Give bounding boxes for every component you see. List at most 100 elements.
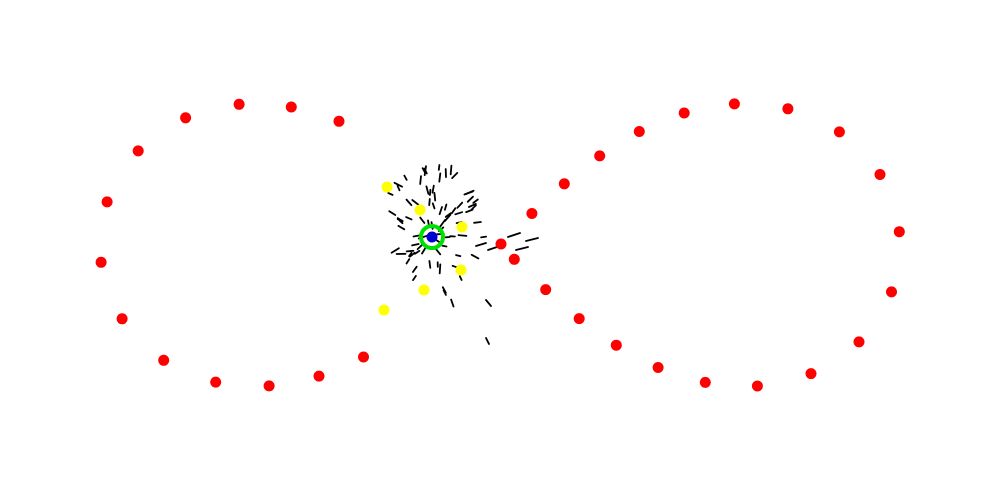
path-dot	[751, 380, 763, 392]
path-dot	[158, 354, 170, 366]
dash-mark	[457, 234, 468, 237]
dash-mark	[419, 216, 426, 224]
dash-mark	[449, 164, 453, 176]
dash-mark	[412, 274, 417, 282]
dash-mark	[515, 246, 529, 251]
dash-mark	[433, 191, 437, 202]
figure-eight-dots	[95, 98, 905, 392]
dash-mark	[441, 244, 448, 248]
dash-mark	[480, 235, 488, 239]
dash-mark	[439, 218, 447, 228]
path-dot	[508, 253, 520, 265]
path-dot	[132, 145, 144, 157]
dash-mark	[473, 221, 482, 224]
path-dot	[101, 196, 113, 208]
inner-dot	[418, 284, 430, 296]
path-dot	[558, 178, 570, 190]
path-dot	[333, 115, 345, 127]
dash-mark	[405, 198, 413, 207]
dash-mark	[485, 337, 490, 345]
path-dot	[495, 238, 507, 250]
dash-mark	[434, 247, 442, 256]
dash-mark	[411, 265, 418, 273]
dash-mark	[405, 216, 413, 221]
dash-mark	[411, 199, 420, 206]
path-dot	[210, 376, 222, 388]
path-dot	[573, 313, 585, 325]
green-ring	[419, 224, 445, 250]
dash-mark	[396, 217, 404, 223]
dash-mark	[405, 249, 415, 253]
dash-mark	[466, 195, 474, 203]
path-dot	[652, 362, 664, 373]
inner-dot	[455, 264, 467, 276]
path-dot	[728, 98, 740, 110]
dash-mark	[470, 253, 480, 260]
path-dot	[633, 126, 645, 137]
dash-mark	[438, 263, 442, 275]
dash-mark	[428, 188, 432, 196]
dash-mark	[419, 175, 422, 185]
central-cluster	[419, 224, 445, 250]
dash-mark	[423, 165, 427, 177]
dash-mark	[454, 211, 464, 216]
dash-mark	[441, 286, 447, 294]
path-dot	[699, 376, 711, 388]
inner-dot	[378, 304, 390, 316]
dash-mark	[398, 219, 404, 225]
path-dot	[594, 150, 606, 162]
dash-mark	[405, 258, 411, 265]
path-dot	[782, 103, 794, 115]
dash-mark	[431, 184, 435, 194]
path-dot	[853, 336, 865, 348]
dash-mark	[431, 202, 436, 210]
path-dot	[263, 380, 275, 392]
dash-mark	[455, 254, 462, 258]
dash-mark	[465, 208, 474, 214]
dash-mark	[438, 172, 442, 183]
inner-dot	[381, 181, 393, 193]
dash-mark	[472, 198, 479, 204]
path-dot	[526, 208, 538, 219]
dash-mark	[428, 198, 431, 207]
dash-mark	[425, 185, 430, 195]
dash-mark	[403, 174, 408, 181]
dash-mark	[463, 190, 474, 196]
dash-mark	[444, 212, 452, 218]
dash-mark	[397, 224, 406, 231]
dash-mark	[485, 299, 492, 307]
path-dot	[285, 101, 297, 113]
inner-yellow-dots	[378, 181, 468, 316]
path-dot	[180, 112, 192, 124]
dash-mark	[456, 201, 464, 209]
path-dot	[233, 98, 245, 110]
dash-mark	[467, 202, 477, 208]
dash-mark	[428, 260, 432, 269]
dash-mark	[388, 210, 397, 216]
dash-mark	[525, 237, 539, 242]
dash-mark	[396, 184, 401, 192]
path-dot	[678, 107, 690, 119]
path-dot	[95, 256, 107, 268]
path-dot	[886, 286, 897, 298]
dash-mark	[450, 298, 455, 308]
path-dot	[358, 351, 369, 363]
dash-mark	[393, 181, 404, 188]
path-dot	[833, 126, 845, 138]
path-dot	[540, 284, 552, 296]
inner-dot	[414, 204, 426, 216]
center-dot	[426, 231, 438, 243]
dash-mark	[408, 251, 413, 258]
path-dot	[313, 370, 325, 382]
dash-mark	[438, 206, 443, 216]
dash-mark	[450, 207, 457, 215]
dash-mark	[437, 164, 441, 171]
path-dot	[610, 339, 622, 351]
path-dot	[116, 313, 128, 325]
dash-mark	[443, 203, 448, 211]
dash-mark	[387, 192, 394, 196]
dash-mark	[390, 247, 400, 254]
dash-mark	[458, 275, 463, 281]
